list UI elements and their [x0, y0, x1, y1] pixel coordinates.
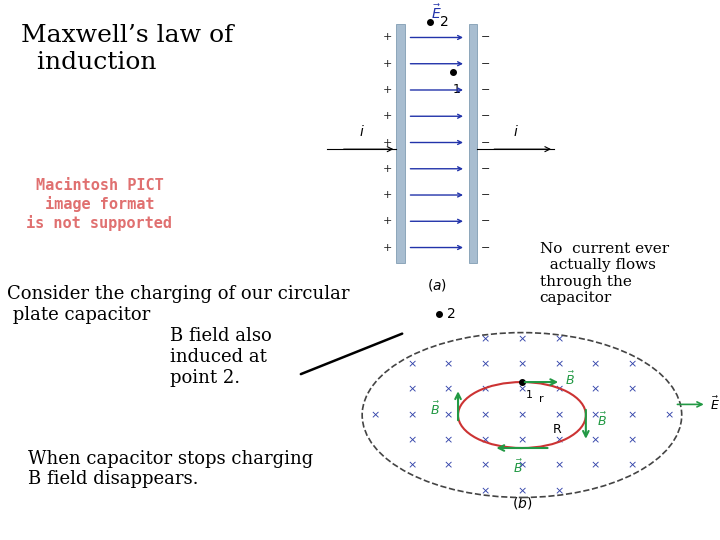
- Text: r: r: [539, 394, 544, 403]
- Text: Consider the charging of our circular
 plate capacitor: Consider the charging of our circular pl…: [7, 285, 350, 323]
- Text: ×: ×: [590, 385, 600, 395]
- Text: B field also
induced at
point 2.: B field also induced at point 2.: [171, 327, 272, 387]
- Text: ×: ×: [444, 410, 453, 420]
- Text: $(a)$: $(a)$: [427, 277, 447, 293]
- Text: $\vec{E}$: $\vec{E}$: [431, 3, 442, 22]
- Text: +: +: [383, 85, 392, 95]
- Text: +: +: [383, 190, 392, 200]
- Text: $\vec{B}$: $\vec{B}$: [513, 458, 523, 476]
- Text: ×: ×: [480, 360, 490, 369]
- Text: +: +: [383, 111, 392, 122]
- Text: ×: ×: [554, 410, 563, 420]
- Text: −: −: [481, 32, 490, 43]
- Text: ×: ×: [554, 486, 563, 496]
- Text: ×: ×: [517, 385, 526, 395]
- Text: ×: ×: [480, 410, 490, 420]
- Text: $i$: $i$: [359, 124, 364, 139]
- Text: 1: 1: [526, 390, 533, 400]
- Text: ×: ×: [590, 410, 600, 420]
- Text: ×: ×: [628, 385, 637, 395]
- Text: −: −: [481, 164, 490, 174]
- Text: ×: ×: [480, 461, 490, 470]
- Text: ×: ×: [554, 435, 563, 445]
- Text: −: −: [481, 217, 490, 226]
- Text: ×: ×: [517, 334, 526, 344]
- Text: $\vec{B}$: $\vec{B}$: [596, 411, 606, 429]
- Text: ×: ×: [370, 410, 379, 420]
- Text: ×: ×: [554, 385, 563, 395]
- Text: ×: ×: [628, 435, 637, 445]
- Text: 1: 1: [453, 83, 461, 96]
- Text: +: +: [383, 138, 392, 147]
- Text: ×: ×: [407, 461, 416, 470]
- Text: ×: ×: [407, 435, 416, 445]
- Text: ×: ×: [554, 334, 563, 344]
- Text: ×: ×: [554, 461, 563, 470]
- Text: 2: 2: [447, 307, 456, 321]
- Text: $\vec{B}$: $\vec{B}$: [431, 401, 440, 418]
- Text: −: −: [481, 138, 490, 147]
- Text: $i$: $i$: [513, 124, 518, 139]
- Text: ×: ×: [444, 461, 453, 470]
- Text: ×: ×: [590, 360, 600, 369]
- Text: ×: ×: [444, 360, 453, 369]
- Text: R: R: [553, 423, 562, 436]
- Text: ×: ×: [444, 435, 453, 445]
- Text: +: +: [383, 164, 392, 174]
- Text: ×: ×: [480, 385, 490, 395]
- Text: Macintosh PICT
image format
is not supported: Macintosh PICT image format is not suppo…: [27, 178, 172, 231]
- Text: ×: ×: [517, 461, 526, 470]
- Text: ×: ×: [628, 360, 637, 369]
- Text: −: −: [481, 242, 490, 253]
- Text: When capacitor stops charging
B field disappears.: When capacitor stops charging B field di…: [28, 450, 314, 488]
- Text: ×: ×: [517, 435, 526, 445]
- Text: ×: ×: [407, 410, 416, 420]
- Text: ×: ×: [444, 385, 453, 395]
- Text: −: −: [481, 85, 490, 95]
- Text: −: −: [481, 111, 490, 122]
- Text: ×: ×: [554, 360, 563, 369]
- Text: ×: ×: [517, 410, 526, 420]
- Text: $\vec{B}$: $\vec{B}$: [564, 371, 575, 388]
- Text: −: −: [481, 190, 490, 200]
- Bar: [469, 24, 477, 264]
- Text: ×: ×: [628, 410, 637, 420]
- Text: $\vec{E}$: $\vec{E}$: [710, 396, 720, 413]
- Text: ×: ×: [480, 486, 490, 496]
- Text: $(b)$: $(b)$: [512, 495, 532, 511]
- Text: ×: ×: [590, 435, 600, 445]
- Text: ×: ×: [407, 385, 416, 395]
- Text: ×: ×: [517, 486, 526, 496]
- Text: +: +: [383, 217, 392, 226]
- Text: +: +: [383, 59, 392, 69]
- Text: 2: 2: [440, 15, 449, 29]
- Bar: [396, 24, 405, 264]
- Text: ×: ×: [480, 435, 490, 445]
- Text: ×: ×: [665, 410, 674, 420]
- Text: +: +: [383, 242, 392, 253]
- Text: ×: ×: [517, 360, 526, 369]
- Text: No  current ever
  actually flows
through the
capacitor: No current ever actually flows through t…: [540, 242, 669, 305]
- Text: ×: ×: [407, 360, 416, 369]
- Text: ×: ×: [590, 461, 600, 470]
- Text: Maxwell’s law of
  induction: Maxwell’s law of induction: [22, 24, 234, 74]
- Text: ×: ×: [628, 461, 637, 470]
- Text: ×: ×: [480, 334, 490, 344]
- Text: +: +: [383, 32, 392, 43]
- Text: −: −: [481, 59, 490, 69]
